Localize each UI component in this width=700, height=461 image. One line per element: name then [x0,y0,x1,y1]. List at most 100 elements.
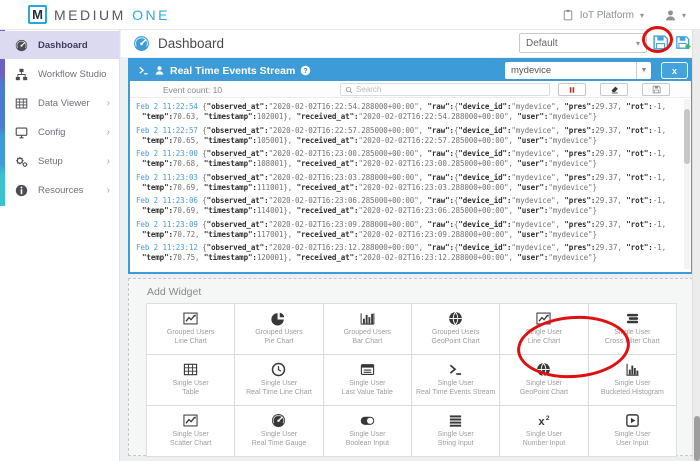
widget-cell-label-line1: Single User [525,380,563,387]
widget-cell-label-line2: GeoPoint Chart [431,337,480,345]
top-bar: M MEDIUM ONE IoT Platform ▾ ▾ [0,0,700,30]
widget-cell-label-line1: Single User [525,329,563,336]
dashboard-select[interactable]: Default ▾ [519,33,647,53]
widget-cell[interactable]: Single User Real Time Gauge [235,406,323,456]
stream-widget-header: Real Time Events Stream mydevice ▼ x [130,60,691,81]
line-chart-icon [536,311,551,326]
save-dashboard-button[interactable] [652,34,669,51]
page-scrollbar-thumb[interactable] [694,416,700,461]
widget-cell[interactable]: Single User User Input [588,406,676,456]
dashboard-gauge-icon [133,35,150,52]
event-timestamp: Feb 2 11:23:09 [136,219,198,229]
event-timestamp: Feb 2 11:22:54 [136,102,198,111]
line-chart-icon [183,413,198,428]
user-icon [664,9,677,22]
chevron-right-icon: › [106,97,110,109]
event-count-label: Event count: 10 [163,85,223,95]
stream-scrollbar-track [684,99,690,269]
event-json: {"observed_at":"2020-02-02T16:22:54.2880… [142,102,666,121]
clear-stream-button[interactable] [600,83,628,96]
sidebar-item[interactable]: Config › [0,118,119,146]
event-row: Feb 2 11:23:09 {"observed_at":"2020-02-0… [136,220,673,240]
sidebar-item[interactable]: Data Viewer › [0,89,119,117]
widget-cell[interactable]: Single User Real Time Line Chart [235,355,323,405]
widget-cell-label-line2: Real Time Events Stream [415,388,496,396]
widget-cell-label-line1: Single User [349,431,386,438]
widget-cell[interactable]: Single User Scatter Chart [147,406,235,456]
sidebar-item[interactable]: Resources › [0,176,119,204]
platform-menu-label[interactable]: IoT Platform [579,9,634,21]
widget-cell[interactable]: Grouped Users GeoPoint Chart [412,304,500,354]
widget-cell-label-line2: Bucketed Histogram [600,388,664,396]
widget-cell[interactable]: Single User Table [147,355,235,405]
widget-cell-label-line1: Single User [260,380,298,387]
sitemap-icon [15,68,28,81]
save-dashboard-as-new-button[interactable] [674,34,691,51]
event-row: Feb 2 11:23:03 {"observed_at":"2020-02-0… [136,173,673,193]
widget-cell-label-line2: Cross Filter Chart [604,337,660,345]
sidebar-item[interactable]: Dashboard [0,31,119,59]
widget-cell[interactable]: Grouped Users Line Chart [147,304,235,354]
user-menu[interactable]: ▾ [664,9,686,22]
widget-cell[interactable]: Grouped Users Bar Chart [323,304,411,354]
event-timestamp: Feb 2 11:23:03 [136,172,198,182]
widget-cell-label-line2: String Input [437,439,474,447]
event-timestamp: Feb 2 11:23:12 [136,243,198,252]
close-widget-button[interactable]: x [661,62,688,79]
pause-icon [568,86,576,94]
page-title: Dashboard [158,36,225,51]
last-value-icon [360,362,375,377]
widget-cell-label-line2: Table [182,388,200,396]
widget-cell-label-line1: Grouped Users [343,329,392,336]
widget-cell-label-line2: User Input [616,439,649,447]
widget-cell[interactable]: Single User Real Time Events Stream [412,355,500,405]
line-chart-icon [183,311,198,326]
play-box-icon [625,413,640,428]
widget-cell[interactable]: Single User Cross Filter Chart [588,304,676,354]
widget-cell-label-line2: GeoPoint Chart [519,388,569,396]
chevron-down-icon: ▾ [635,38,640,48]
gauge-icon [271,413,286,428]
widget-cell[interactable]: Single User String Input [412,406,500,456]
stream-scrollbar-thumb[interactable] [684,109,690,164]
widget-cell[interactable]: Single User Number Input [500,406,588,456]
widget-cell[interactable]: Single User Line Chart [500,304,588,354]
top-bar-right: IoT Platform ▾ ▾ [562,0,686,30]
widget-cell[interactable]: Single User Boolean Input [323,406,411,456]
event-json: {"observed_at":"2020-02-02T16:23:00.2850… [142,149,666,168]
medium-one-logo[interactable]: M MEDIUM ONE [28,5,170,24]
table-icon [15,97,28,110]
widget-cell-label-line1: Single User [614,431,651,438]
widget-cell-label-line1: Grouped Users [255,329,303,336]
stream-widget-title: Real Time Events Stream [170,64,296,77]
chevron-down-icon: ▾ [681,10,686,20]
device-select[interactable]: mydevice ▼ [505,62,651,79]
help-question-icon[interactable] [300,65,311,76]
widget-cell-label-line2: Real Time Line Chart [246,388,312,396]
globe-icon [448,311,463,326]
widget-cell-label-line2: Boolean Input [345,439,389,447]
widget-cell-label-line1: Grouped Users [431,329,480,336]
sidebar-item[interactable]: Setup › [0,147,119,175]
event-row: Feb 2 11:22:57 {"observed_at":"2020-02-0… [136,126,673,146]
widget-cell[interactable]: Single User GeoPoint Chart [500,355,588,405]
widget-cell-label-line2: Scatter Chart [170,439,212,447]
event-timestamp: Feb 2 11:23:00 [136,149,198,158]
search-icon [345,86,353,94]
device-select-value: mydevice [511,65,552,76]
chevron-right-icon: › [106,126,110,138]
widget-cell[interactable]: Single User Bucketed Histogram [588,355,676,405]
chevron-down-icon: ▼ [636,62,651,79]
sidebar-item[interactable]: Workflow Studio [0,60,119,88]
event-row: Feb 2 11:23:00 {"observed_at":"2020-02-0… [136,149,673,169]
export-stream-button[interactable] [642,83,670,96]
table-icon [183,362,198,377]
search-input[interactable] [356,84,549,95]
widget-cell-label-line1: Single User [349,380,386,387]
pause-stream-button[interactable] [558,83,586,96]
widget-cell[interactable]: Grouped Users Pie Chart [235,304,323,354]
widget-cell[interactable]: Single User Last Value Table [323,355,411,405]
event-json: {"observed_at":"2020-02-02T16:23:03.2880… [142,172,666,192]
user-icon [154,65,165,76]
gears-icon [15,155,28,168]
